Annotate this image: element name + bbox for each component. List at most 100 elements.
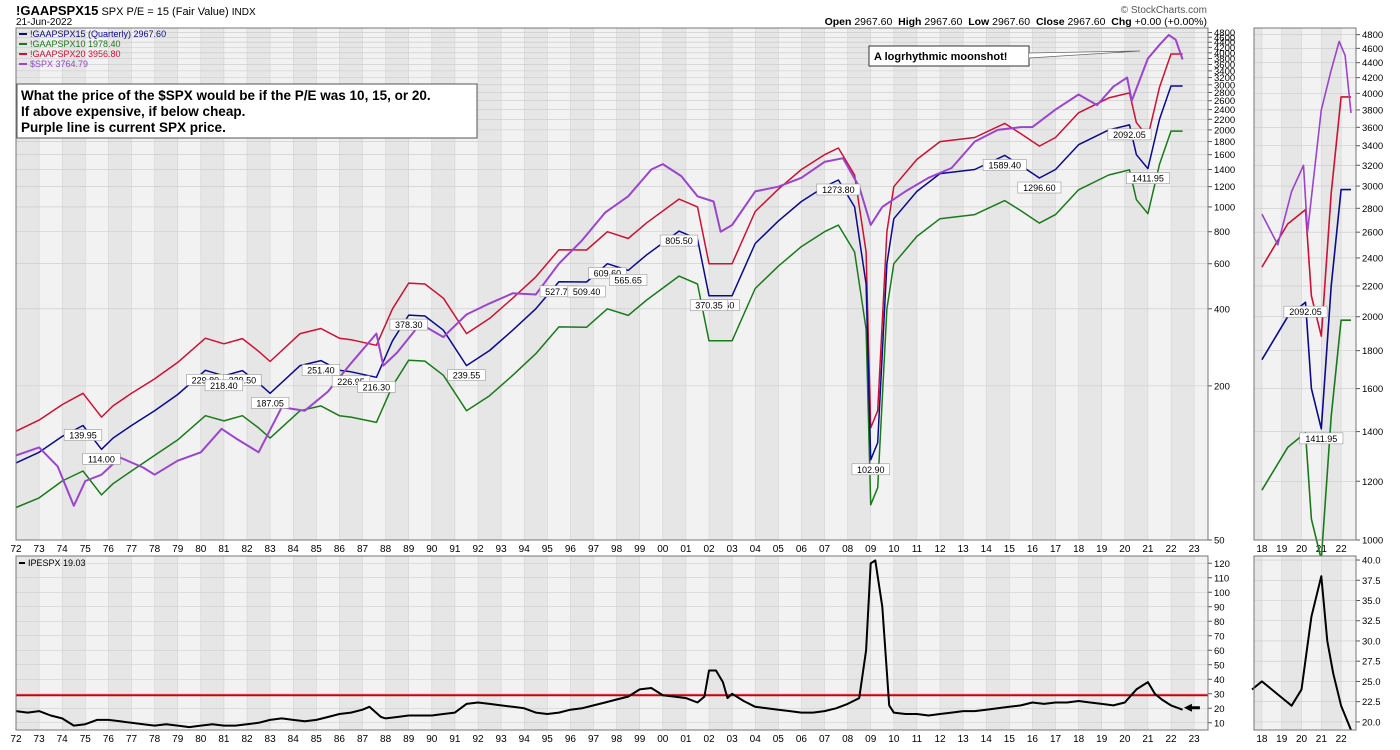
ratio-x-tick-label: 81 — [218, 734, 230, 745]
ratio-y-tick-label: 110 — [1214, 573, 1229, 584]
data-label-box — [389, 318, 428, 331]
year-shade — [293, 556, 317, 730]
main-y-tick-label: 1800 — [1214, 137, 1235, 148]
data-label-box — [567, 285, 606, 298]
data-label: 509.40 — [573, 287, 601, 297]
inset-y-tick-label: 1000 — [1362, 536, 1383, 547]
legend-entry: $SPX 3764.79 — [30, 59, 88, 69]
ratio-x-tick-label: 83 — [265, 734, 277, 745]
inset-data-label: 2092.05 — [1289, 307, 1322, 317]
main-y-tick-label: 4000 — [1214, 48, 1235, 59]
ratio-x-tick-label: 80 — [195, 734, 207, 745]
main-x-tick-label: 83 — [265, 544, 277, 555]
data-label-box — [251, 397, 290, 409]
main-x-tick-label: 90 — [426, 544, 438, 555]
main-x-tick-label: 10 — [888, 544, 900, 555]
year-shade — [339, 28, 363, 540]
main-x-tick-label: 73 — [34, 544, 46, 555]
data-label-box — [659, 234, 699, 247]
main-x-tick-label: 99 — [634, 544, 646, 555]
ratio-x-tick-label: 74 — [57, 734, 69, 745]
year-shade — [62, 28, 86, 540]
inset-y-tick-label: 1200 — [1362, 477, 1383, 488]
data-label: 609.60 — [594, 269, 622, 279]
main-x-tick-label: 12 — [934, 544, 946, 555]
panel-border — [15, 27, 1209, 541]
year-shade — [1281, 556, 1302, 730]
ratio-inset-x-tick-label: 20 — [1296, 734, 1308, 745]
ratio-x-tick-label: 03 — [727, 734, 739, 745]
main-x-tick-label: 08 — [842, 544, 854, 555]
year-shade — [662, 556, 686, 730]
ratio-x-tick-label: 88 — [380, 734, 392, 745]
main-x-tick-label: 00 — [657, 544, 669, 555]
chart-date: 21-Jun-2022 — [16, 17, 73, 28]
data-label: 251.40 — [307, 366, 335, 376]
ratio-series-line — [15, 559, 1183, 729]
main-x-tick-label: 14 — [981, 544, 993, 555]
main-y-tick-label: 1200 — [1214, 182, 1235, 193]
main-x-tick-label: 86 — [334, 544, 346, 555]
ratio-inset-x-tick-label: 18 — [1256, 734, 1268, 745]
year-shade — [1032, 28, 1056, 540]
year-shade — [62, 556, 86, 730]
ratio-inset-panel: 20.0 22.5 25.0 27.5 30.0 32.5 35.0 37.5 40.0 18 19… — [1251, 555, 1381, 745]
ratio-x-tick-label: 93 — [496, 734, 508, 745]
high-value: 2967.60 — [924, 16, 963, 28]
explanation-line: If above expensive, if below cheap. — [21, 104, 245, 119]
ratio-y-tick-label: 70 — [1214, 631, 1225, 642]
chart-header: !GAAPSPX15 SPX P/E = 15 (Fair Value) IND… — [16, 3, 256, 18]
main-x-tick-label: 78 — [149, 544, 161, 555]
exchange: INDX — [231, 7, 256, 18]
inset-y-tick-label: 1800 — [1362, 346, 1383, 357]
main-x-tick-label: 75 — [80, 544, 92, 555]
year-shade — [940, 556, 964, 730]
year-shade — [478, 556, 502, 730]
ratio-x-tick-label: 84 — [288, 734, 300, 745]
year-shade — [1124, 28, 1148, 540]
data-label: 1296.60 — [1023, 183, 1056, 193]
ratio-y-tick-label: 30 — [1214, 689, 1225, 700]
main-y-tick-label: 200 — [1214, 381, 1230, 392]
ratio-x-tick-label: 00 — [657, 734, 669, 745]
series-line-spx — [15, 33, 1184, 507]
main-x-tick-label: 06 — [796, 544, 808, 555]
main-y-tick-label: 1600 — [1214, 150, 1235, 161]
ratio-inset-x-tick-label: 19 — [1276, 734, 1288, 745]
year-shade — [1078, 28, 1102, 540]
year-shade — [16, 556, 40, 730]
high-label: High — [898, 16, 922, 28]
main-x-tick-label: 93 — [496, 544, 508, 555]
ratio-inset-x-tick-label: 21 — [1316, 734, 1328, 745]
ratio-inset-y-tick-label: 35.0 — [1362, 596, 1381, 607]
explanation-box — [16, 83, 478, 139]
ratio-inset-y-tick-label: 27.5 — [1362, 657, 1381, 668]
inset-y-tick-label: 1400 — [1362, 427, 1383, 438]
inset-y-tick-label: 3200 — [1362, 161, 1383, 172]
main-y-tick-label: 3800 — [1214, 54, 1235, 65]
ratio-x-tick-label: 78 — [149, 734, 161, 745]
main-x-tick-label: 98 — [611, 544, 623, 555]
main-x-tick-label: 95 — [542, 544, 554, 555]
ratio-current-arrow — [1183, 703, 1200, 712]
main-x-tick-label: 91 — [449, 544, 461, 555]
main-y-tick-label: 2600 — [1214, 96, 1235, 107]
inset-y-tick-label: 4400 — [1362, 58, 1383, 69]
inset-y-tick-label: 2600 — [1362, 228, 1383, 239]
ratio-inset-series-line — [1251, 575, 1352, 731]
main-panel: 5020040060080010001200140016001800200022… — [10, 27, 1235, 555]
inset-y-tick-label: 2800 — [1362, 204, 1383, 215]
main-x-tick-label: 02 — [703, 544, 715, 555]
main-y-tick-label: 2200 — [1214, 115, 1235, 126]
ratio-inset-y-tick-label: 25.0 — [1362, 677, 1381, 688]
data-label: 226.95 — [337, 377, 365, 387]
ratio-x-tick-label: 04 — [750, 734, 762, 745]
ratio-x-tick-label: 08 — [842, 734, 854, 745]
ratio-x-tick-label: 02 — [703, 734, 715, 745]
ratio-x-tick-label: 79 — [172, 734, 184, 745]
ratio-x-tick-label: 90 — [426, 734, 438, 745]
ratio-x-tick-label: 76 — [103, 734, 115, 745]
ratio-x-tick-label: 05 — [773, 734, 785, 745]
main-x-tick-label: 15 — [1004, 544, 1016, 555]
